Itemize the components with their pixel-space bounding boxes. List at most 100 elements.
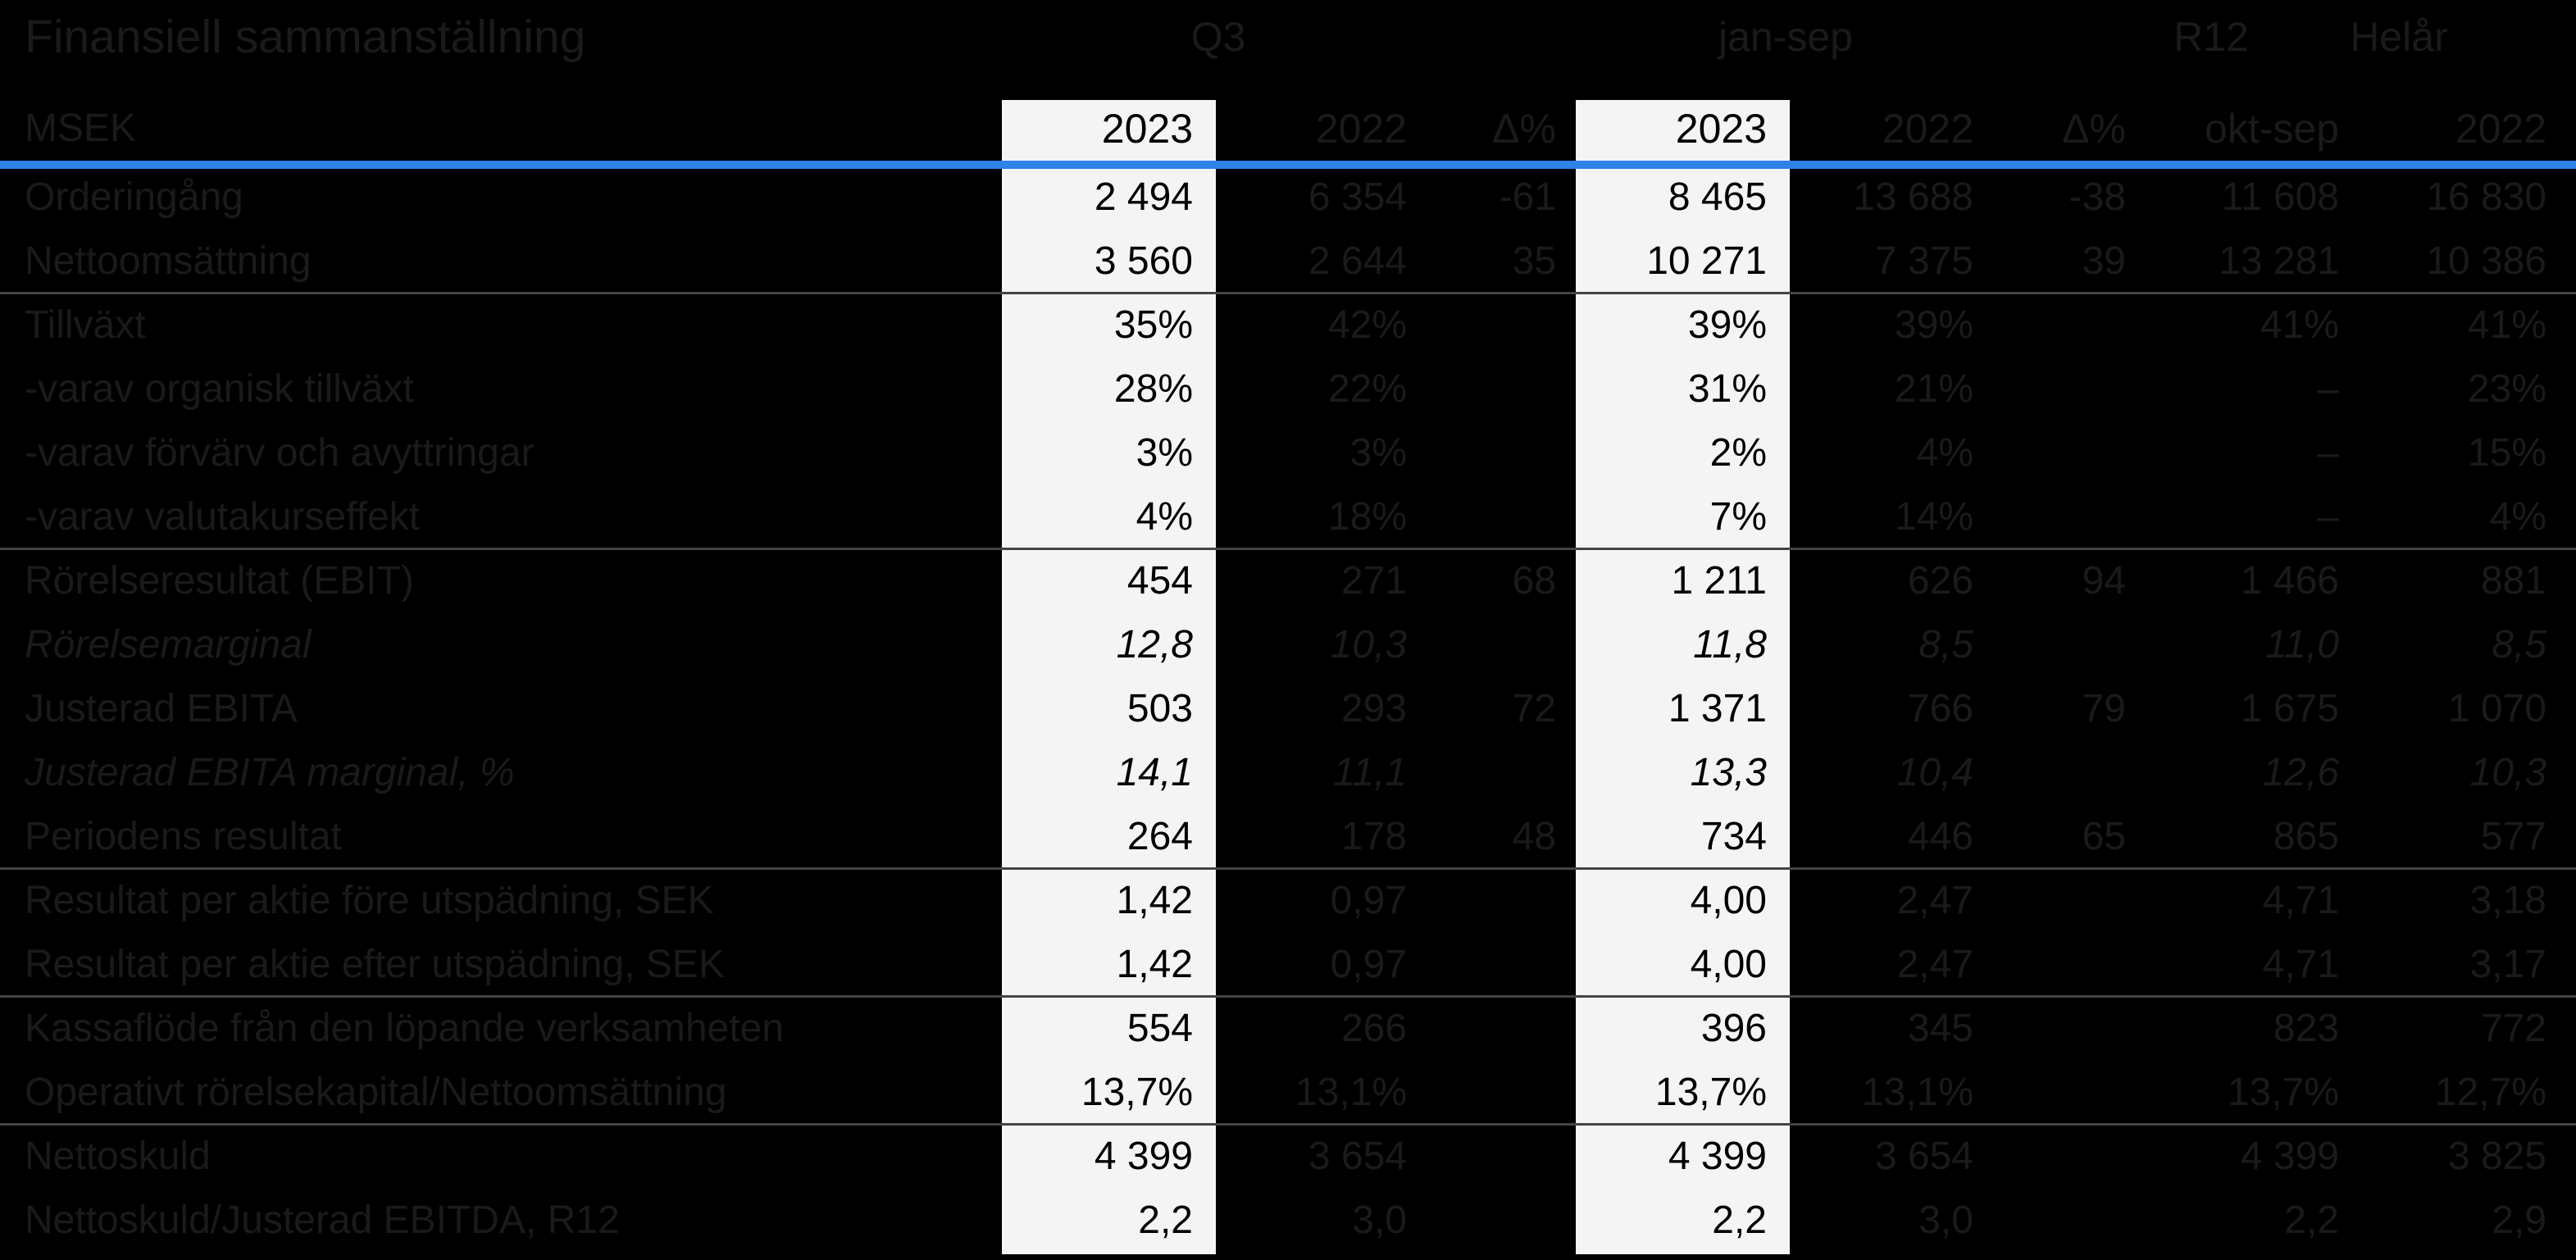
cell-r12-okt-sep: 865 <box>2273 815 2339 858</box>
row-group-separator <box>0 1123 2576 1126</box>
row-label: Tillväxt <box>25 303 146 347</box>
row-label: Justerad EBITA <box>25 687 298 730</box>
row-label: Nettoomsättning <box>25 239 312 283</box>
cell-q3-2022: 3 654 <box>1308 1135 1407 1178</box>
column-header-helar-2022: 2022 <box>2455 106 2546 152</box>
cell-q3-2023: 4% <box>1136 495 1193 539</box>
cell-jansep-2023: 13,7% <box>1654 1071 1767 1114</box>
cell-q3-2023: 28% <box>1113 367 1193 411</box>
cell-q3-2022: 2 644 <box>1308 239 1407 283</box>
table-row: Rörelseresultat (EBIT) 454 271 68 1 211 626 94… <box>0 549 2576 613</box>
cell-jansep-2023: 1 371 <box>1668 687 1767 730</box>
cell-q3-2022: 0,97 <box>1330 879 1407 922</box>
cell-jansep-2022: 345 <box>1907 1007 1973 1050</box>
cell-helar-2022: 3,17 <box>2469 943 2546 986</box>
cell-r12-okt-sep: 2,2 <box>2284 1199 2339 1242</box>
cell-jansep-delta-pct: 65 <box>2082 815 2126 858</box>
cell-q3-2022: 271 <box>1340 559 1407 603</box>
row-label: Orderingång <box>25 175 243 219</box>
cell-r12-okt-sep: 13,7% <box>2227 1071 2339 1114</box>
cell-helar-2022: 1 070 <box>2447 687 2546 730</box>
column-header-jansep-2023: 2023 <box>1675 106 1767 152</box>
cell-jansep-2023: 2% <box>1709 431 1767 475</box>
cell-helar-2022: 12,7% <box>2434 1071 2546 1114</box>
table-row: Tillväxt 35% 42% 39% 39% 41% 41% <box>0 293 2576 357</box>
cell-jansep-delta-pct: 79 <box>2082 687 2126 730</box>
table-row: Nettoskuld/Justerad EBITDA, R12 2,2 3,0 2,2… <box>0 1189 2576 1253</box>
cell-jansep-2023: 734 <box>1700 815 1767 858</box>
cell-r12-okt-sep: 12,6 <box>2262 751 2339 794</box>
group-header-q3: Q3 <box>1190 14 1246 60</box>
cell-jansep-2022: 446 <box>1907 815 1973 858</box>
group-header-jan-sep: jan-sep <box>1718 14 1853 60</box>
cell-jansep-delta-pct: -38 <box>2069 175 2126 219</box>
cell-q3-2023: 1,42 <box>1116 943 1193 986</box>
cell-jansep-2022: 626 <box>1907 559 1973 603</box>
cell-q3-2022: 3% <box>1349 431 1407 475</box>
cell-jansep-2023: 4,00 <box>1690 943 1767 986</box>
column-header-r12-okt-sep: okt-sep <box>2205 106 2339 152</box>
cell-helar-2022: 15% <box>2467 431 2546 475</box>
row-label: -varav valutakurseffekt <box>25 495 420 539</box>
cell-jansep-2022: 2,47 <box>1896 879 1973 922</box>
cell-r12-okt-sep: 1 675 <box>2240 687 2339 730</box>
column-header-jansep-2022: 2022 <box>1882 106 1973 152</box>
cell-jansep-2022: 4% <box>1916 431 1973 475</box>
table-row: Justerad EBITA 503 293 72 1 371 766 79 1 675 1 0… <box>0 677 2576 741</box>
row-label: -varav förvärv och avyttringar <box>25 431 535 475</box>
column-header-q3-2022: 2022 <box>1315 106 1407 152</box>
cell-q3-2023: 1,42 <box>1116 879 1193 922</box>
cell-helar-2022: 2,9 <box>2492 1199 2546 1242</box>
cell-q3-2023: 14,1 <box>1116 751 1193 794</box>
cell-q3-delta-pct: 35 <box>1512 239 1556 283</box>
column-header-q3-2023: 2023 <box>1101 106 1193 152</box>
cell-helar-2022: 8,5 <box>2492 623 2546 666</box>
cell-q3-2023: 264 <box>1126 815 1193 858</box>
row-group-separator <box>0 292 2576 294</box>
cell-q3-2022: 293 <box>1340 687 1407 730</box>
header-divider-rule <box>0 161 2576 169</box>
table-row: Rörelsemarginal 12,8 10,3 11,8 8,5 11,0 8,5 <box>0 613 2576 677</box>
group-header-hel-r: Helår <box>2350 14 2448 60</box>
table-row: -varav förvärv och avyttringar 3% 3% 2% 4% – 1… <box>0 421 2576 485</box>
cell-jansep-2023: 396 <box>1700 1007 1767 1050</box>
cell-r12-okt-sep: 4,71 <box>2262 943 2339 986</box>
row-label: Justerad EBITA marginal, % <box>25 751 515 794</box>
cell-q3-2022: 42% <box>1327 303 1407 347</box>
column-header-q3-delta-pct: Δ% <box>1492 106 1556 152</box>
cell-jansep-delta-pct: 39 <box>2082 239 2126 283</box>
cell-jansep-2023: 4 399 <box>1668 1135 1767 1178</box>
cell-jansep-2022: 7 375 <box>1874 239 1973 283</box>
cell-helar-2022: 881 <box>2480 559 2546 603</box>
cell-q3-2022: 266 <box>1340 1007 1407 1050</box>
cell-q3-delta-pct: -61 <box>1499 175 1556 219</box>
table-row: Kassaflöde från den löpande verksamheten… <box>0 997 2576 1061</box>
row-label: Periodens resultat <box>25 815 342 858</box>
column-header-jansep-delta-pct: Δ% <box>2062 106 2126 152</box>
cell-helar-2022: 10,3 <box>2469 751 2546 794</box>
table-row: -varav valutakurseffekt 4% 18% 7% 14% – 4% <box>0 485 2576 549</box>
cell-jansep-2022: 13 688 <box>1853 175 1973 219</box>
cell-helar-2022: 3 825 <box>2447 1135 2546 1178</box>
cell-q3-delta-pct: 72 <box>1512 687 1556 730</box>
cell-r12-okt-sep: 4 399 <box>2240 1135 2339 1178</box>
cell-helar-2022: 23% <box>2467 367 2546 411</box>
cell-helar-2022: 577 <box>2480 815 2546 858</box>
cell-jansep-2023: 31% <box>1687 367 1767 411</box>
cell-q3-2023: 503 <box>1126 687 1193 730</box>
cell-r12-okt-sep: 4,71 <box>2262 879 2339 922</box>
row-group-separator <box>0 548 2576 550</box>
cell-helar-2022: 41% <box>2467 303 2546 347</box>
cell-q3-2022: 18% <box>1327 495 1407 539</box>
cell-jansep-2023: 1 211 <box>1671 559 1767 603</box>
cell-q3-2022: 178 <box>1340 815 1407 858</box>
cell-q3-delta-pct: 68 <box>1512 559 1556 603</box>
cell-q3-2022: 11,1 <box>1333 751 1407 794</box>
cell-jansep-2022: 10,4 <box>1896 751 1973 794</box>
cell-jansep-delta-pct: 94 <box>2082 559 2126 603</box>
cell-r12-okt-sep: – <box>2317 431 2339 475</box>
cell-q3-2023: 4 399 <box>1094 1135 1193 1178</box>
cell-jansep-2023: 2,2 <box>1712 1199 1767 1242</box>
cell-q3-2022: 22% <box>1327 367 1407 411</box>
